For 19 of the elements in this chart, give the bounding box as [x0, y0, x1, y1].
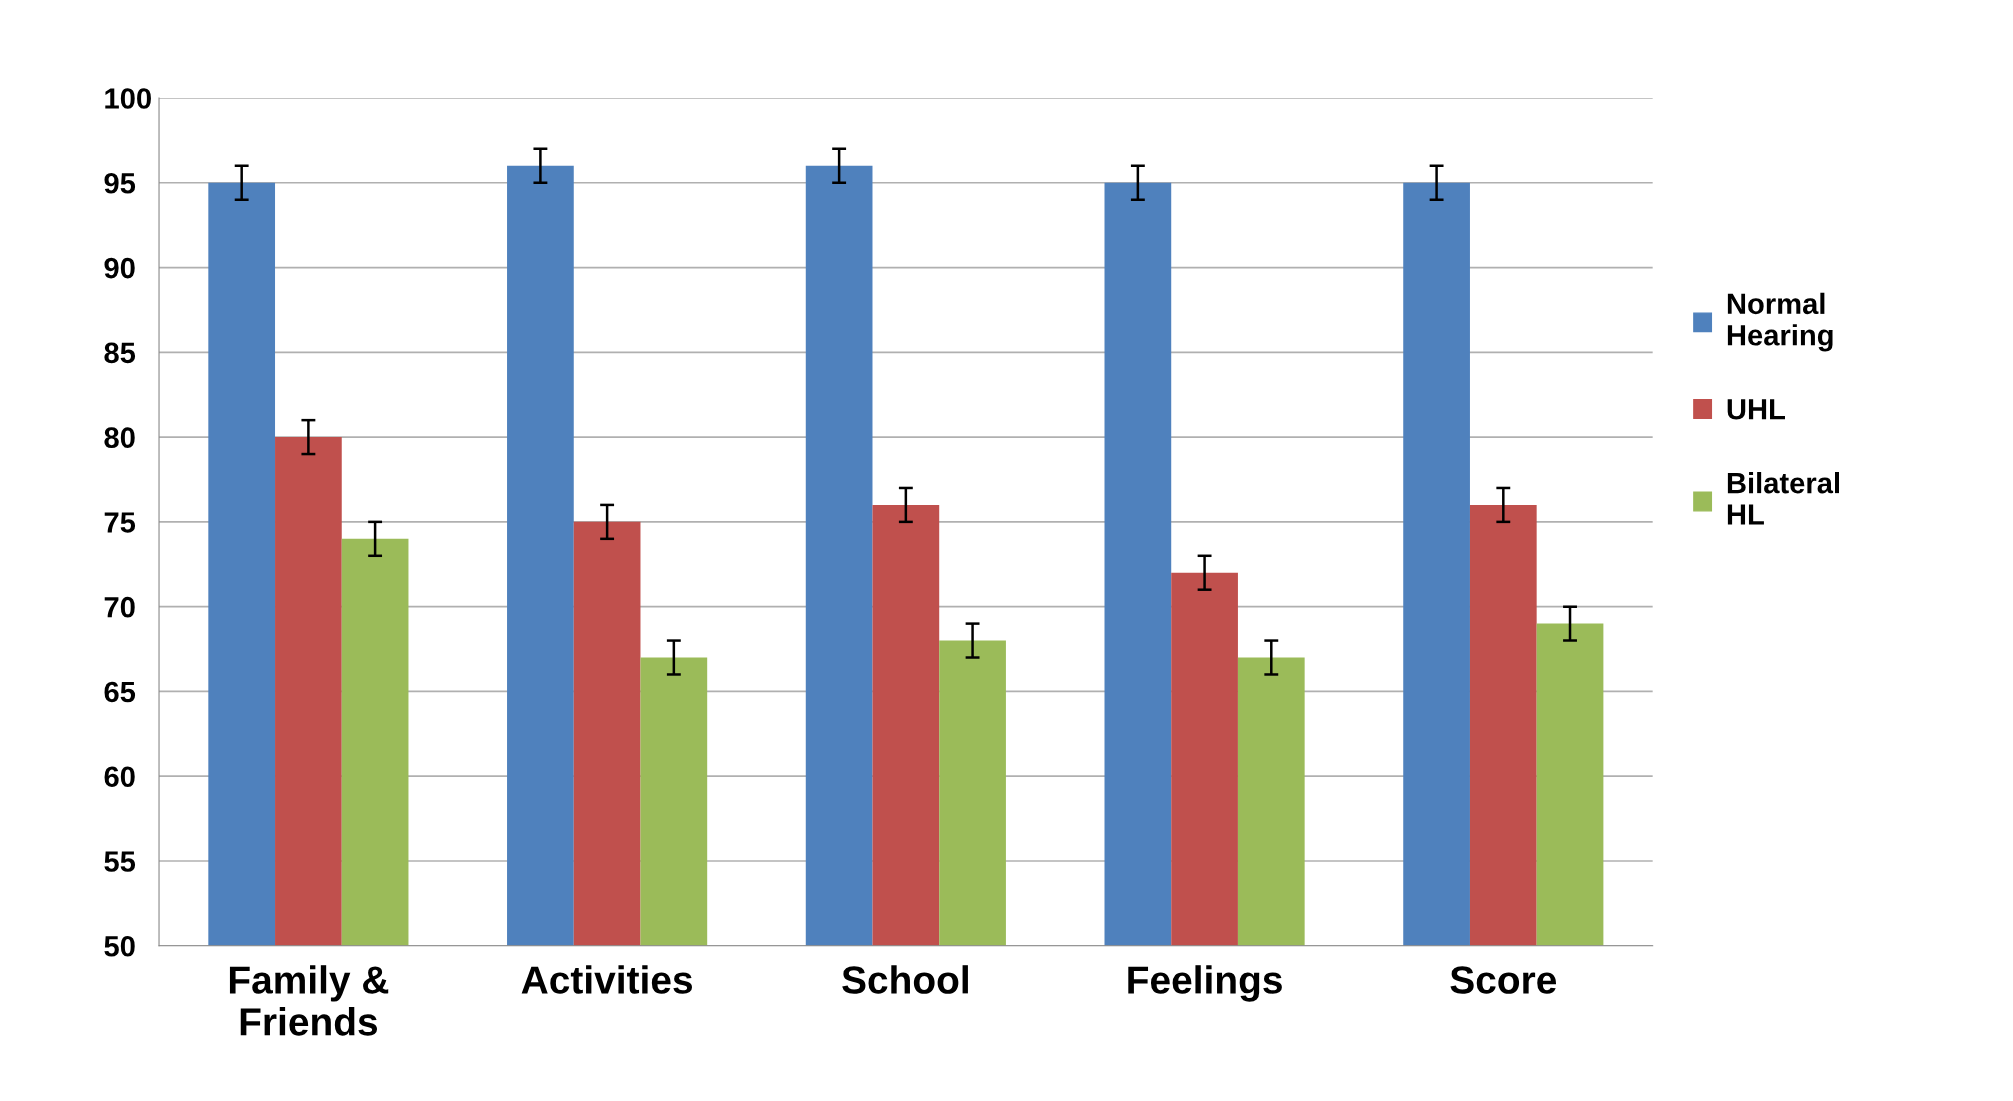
x-tick-label: Feelings	[1128, 965, 1282, 1002]
y-tick-label: 55	[104, 851, 136, 872]
x-tick-label: Family & Friends	[229, 965, 389, 1036]
y-tick-label: 50	[104, 935, 135, 957]
y-tick-label: 60	[104, 766, 135, 788]
legend-label: Normal Hearing	[1727, 292, 1833, 352]
y-tick-label: 75	[104, 512, 136, 533]
y-tick-label: 95	[104, 172, 136, 194]
x-tick-label: School	[842, 965, 968, 994]
x-tick-label: Activities	[521, 965, 692, 994]
x-tick-label: Score	[1450, 966, 1557, 994]
y-tick-label: 100	[105, 88, 151, 109]
y-tick-label: 80	[104, 427, 135, 448]
legend-label: UHL	[1727, 399, 1785, 420]
y-tick-label: 65	[104, 681, 136, 703]
y-tick-label: 70	[104, 596, 135, 618]
legend-label: Bilateral HL	[1727, 471, 1839, 525]
y-tick-label: 90	[104, 257, 135, 279]
y-tick-label: 85	[104, 342, 136, 364]
